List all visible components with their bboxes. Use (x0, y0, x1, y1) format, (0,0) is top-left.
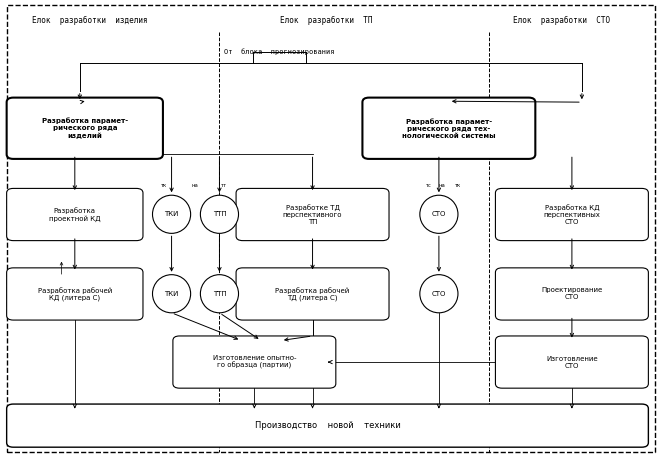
Ellipse shape (152, 195, 191, 233)
Text: СТО: СТО (432, 211, 446, 217)
FancyBboxPatch shape (7, 5, 655, 452)
Text: Разработке ТД
перспективного
ТП: Разработке ТД перспективного ТП (283, 204, 342, 225)
Text: Елок  разработки  ТП: Елок разработки ТП (279, 16, 372, 25)
Text: Проектирование
СТО: Проектирование СТО (541, 287, 602, 301)
Text: Елок  разработки  СТО: Елок разработки СТО (513, 16, 610, 25)
Ellipse shape (152, 275, 191, 313)
Text: Елок  разработки  изделия: Елок разработки изделия (32, 16, 148, 25)
FancyBboxPatch shape (7, 268, 143, 320)
Text: тк: тк (454, 183, 461, 188)
FancyBboxPatch shape (173, 336, 336, 388)
Text: Разработка рабочей
КД (литера С): Разработка рабочей КД (литера С) (38, 287, 112, 301)
Text: Разработка рабочей
ТД (литера С): Разработка рабочей ТД (литера С) (275, 287, 350, 301)
FancyBboxPatch shape (495, 336, 648, 388)
Ellipse shape (420, 275, 458, 313)
Text: на: на (192, 183, 198, 188)
Text: Разработка парамет-
рического ряда
изделий: Разработка парамет- рического ряда издел… (42, 118, 128, 139)
Text: тт: тт (220, 183, 227, 188)
Text: тк: тк (161, 183, 168, 188)
FancyBboxPatch shape (7, 404, 648, 447)
FancyBboxPatch shape (362, 98, 535, 159)
Ellipse shape (200, 275, 239, 313)
Text: ТКИ: ТКИ (164, 291, 179, 297)
Text: на: на (439, 183, 446, 188)
FancyBboxPatch shape (7, 188, 143, 241)
Text: Разработка
проектной КД: Разработка проектной КД (49, 207, 100, 222)
Ellipse shape (420, 195, 458, 233)
FancyBboxPatch shape (495, 268, 648, 320)
Text: тс: тс (426, 183, 432, 188)
FancyBboxPatch shape (236, 268, 389, 320)
Text: ТТП: ТТП (213, 211, 226, 217)
Text: Изготовление опытно-
го образца (партии): Изготовление опытно- го образца (партии) (213, 355, 296, 369)
FancyBboxPatch shape (7, 98, 163, 159)
Text: Разработка КД
перспективных
СТО: Разработка КД перспективных СТО (543, 204, 600, 225)
Text: От  блока  прогнозирования: От блока прогнозирования (224, 49, 334, 55)
Text: Изготовление
СТО: Изготовление СТО (546, 355, 598, 369)
Text: Производство    новой    техники: Производство новой техники (255, 421, 400, 430)
FancyBboxPatch shape (236, 188, 389, 241)
Text: ТТП: ТТП (213, 291, 226, 297)
Ellipse shape (200, 195, 239, 233)
FancyBboxPatch shape (495, 188, 648, 241)
Text: Разработка парамет-
рического ряда тех-
нологической системы: Разработка парамет- рического ряда тех- … (402, 118, 495, 138)
Text: ТКИ: ТКИ (164, 211, 179, 217)
Text: СТО: СТО (432, 291, 446, 297)
